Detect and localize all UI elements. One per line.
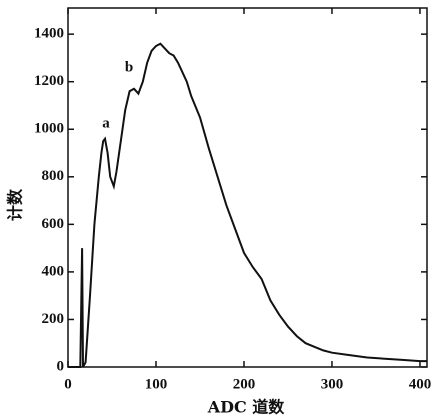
data-line <box>68 42 427 368</box>
x-tick-label: 100 <box>145 376 168 392</box>
y-axis-title: 计数 <box>6 188 25 221</box>
y-tick-label: 200 <box>42 311 65 327</box>
x-axis-title: ADC 道数 <box>207 398 286 417</box>
y-tick-label: 0 <box>57 358 65 374</box>
plot-frame <box>67 7 428 368</box>
y-tick-label: 1400 <box>34 26 64 42</box>
y-tick-label: 1200 <box>34 73 64 89</box>
x-tick-label: 300 <box>321 376 344 392</box>
x-tick-label: 0 <box>64 376 72 392</box>
y-tick-label: 800 <box>42 168 65 184</box>
annotation: b <box>125 59 133 75</box>
y-tick-label: 400 <box>42 263 65 279</box>
annotation: a <box>102 115 110 131</box>
x-tick-label: 200 <box>233 376 256 392</box>
y-tick-label: 1000 <box>34 121 64 137</box>
y-tick-label: 600 <box>42 216 65 232</box>
x-tick-label: 400 <box>409 376 432 392</box>
